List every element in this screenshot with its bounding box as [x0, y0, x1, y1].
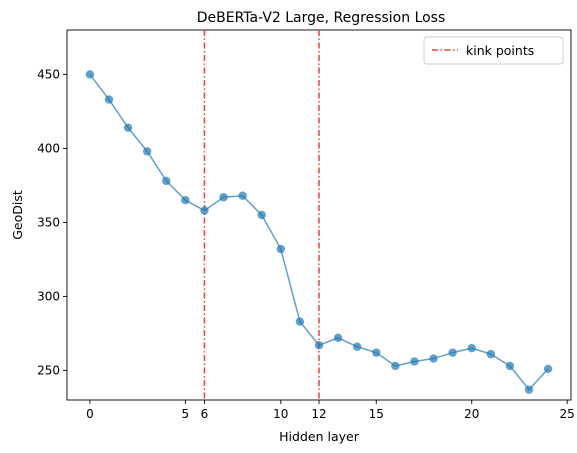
data-point	[410, 357, 419, 366]
x-tick-label: 10	[273, 407, 288, 421]
data-point	[543, 364, 553, 374]
data-point	[524, 385, 534, 394]
vlines-layer	[203, 30, 320, 400]
x-axis-label: Hidden layer	[279, 429, 360, 444]
x-tick-label: 6	[201, 407, 209, 421]
data-point	[429, 354, 438, 363]
x-tick-label: 5	[182, 407, 190, 421]
y-axis-label: GeoDist	[10, 190, 25, 240]
x-tick-label: 0	[86, 407, 94, 421]
x-ticks-layer: 0 5 6 10 12 15 20 25	[86, 400, 575, 421]
data-point	[276, 244, 286, 254]
data-point	[505, 361, 515, 371]
chart-title: DeBERTa-V2 Large, Regression Loss	[197, 10, 446, 26]
data-point	[333, 333, 343, 343]
legend-box	[423, 36, 564, 65]
data-point	[85, 70, 95, 79]
data-point	[200, 206, 209, 215]
data-point	[123, 123, 133, 132]
data-point	[104, 95, 114, 104]
x-tick-label: 15	[369, 407, 384, 421]
data-point	[142, 147, 152, 156]
x-tick-label: 12	[311, 407, 326, 421]
y-tick-label: 300	[37, 289, 60, 303]
y-tick-label: 450	[37, 67, 60, 81]
legend: kink points	[423, 36, 564, 65]
data-point	[448, 348, 457, 357]
data-point	[314, 341, 324, 350]
y-tick-label: 400	[37, 141, 60, 155]
data-point	[486, 349, 496, 359]
data-point	[352, 342, 362, 351]
y-tick-label: 250	[37, 363, 60, 377]
data-point	[162, 176, 171, 186]
data-point	[238, 191, 247, 200]
series-layer	[85, 70, 553, 394]
data-point	[467, 344, 476, 353]
data-point	[257, 210, 266, 220]
data-point	[219, 193, 228, 202]
data-point	[391, 361, 400, 371]
x-tick-label: 25	[560, 407, 575, 421]
y-tick-label: 350	[37, 215, 60, 229]
data-point	[181, 196, 190, 205]
y-ticks-layer: 250 300 350 400 450	[37, 67, 67, 377]
legend-label: kink points	[466, 43, 534, 58]
data-point	[372, 348, 381, 357]
data-point	[295, 317, 305, 326]
x-tick-label: 20	[464, 407, 479, 421]
